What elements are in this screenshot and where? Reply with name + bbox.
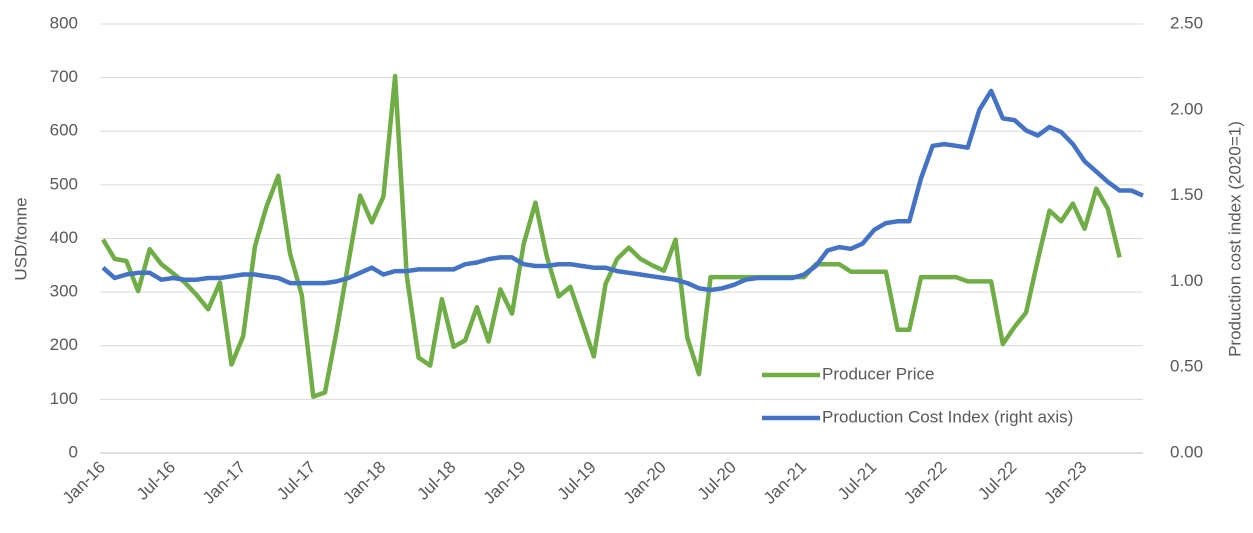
y-tick-label: 100: [50, 389, 78, 408]
x-tick-label: Jan-16: [59, 458, 109, 508]
series-line: [101, 88, 1144, 293]
x-tick-label: Jan-21: [760, 458, 810, 508]
y-tick-label: 0: [69, 442, 78, 461]
y2-tick-label: 0.00: [1170, 442, 1203, 461]
y-tick-label: 600: [50, 121, 78, 140]
series-line: [101, 73, 1122, 399]
y2-axis-title: Production cost index (2020=1): [1225, 121, 1244, 357]
y-axis-title: USD/tonne: [11, 197, 30, 280]
legend-label: Producer Price: [822, 364, 934, 383]
x-tick-label: Jul-21: [834, 458, 880, 504]
y-tick-label: 500: [50, 174, 78, 193]
x-tick-label: Jul-20: [694, 458, 740, 504]
legend-label: Production Cost Index (right axis): [822, 407, 1073, 426]
x-tick-label: Jul-22: [974, 458, 1020, 504]
x-tick-label: Jan-19: [479, 458, 529, 508]
x-tick-label: Jul-18: [413, 458, 459, 504]
x-tick-label: Jan-20: [620, 458, 670, 508]
x-tick-label: Jul-17: [273, 458, 319, 504]
x-tick-label: Jul-19: [554, 458, 600, 504]
y-tick-label: 800: [50, 13, 78, 32]
y2-tick-label: 2.00: [1170, 99, 1203, 118]
y-tick-label: 400: [50, 228, 78, 247]
x-tick-label: Jan-22: [900, 458, 950, 508]
y2-tick-label: 0.50: [1170, 357, 1203, 376]
y2-tick-label: 1.00: [1170, 271, 1203, 290]
y2-tick-label: 1.50: [1170, 185, 1203, 204]
y-tick-label: 200: [50, 335, 78, 354]
x-tick-label: Jul-16: [133, 458, 179, 504]
x-tick-label: Jan-18: [339, 458, 389, 508]
x-tick-label: Jan-17: [199, 458, 249, 508]
x-tick-label: Jan-23: [1040, 458, 1090, 508]
y-tick-label: 300: [50, 282, 78, 301]
y-tick-label: 700: [50, 67, 78, 86]
y2-tick-label: 2.50: [1170, 13, 1203, 32]
